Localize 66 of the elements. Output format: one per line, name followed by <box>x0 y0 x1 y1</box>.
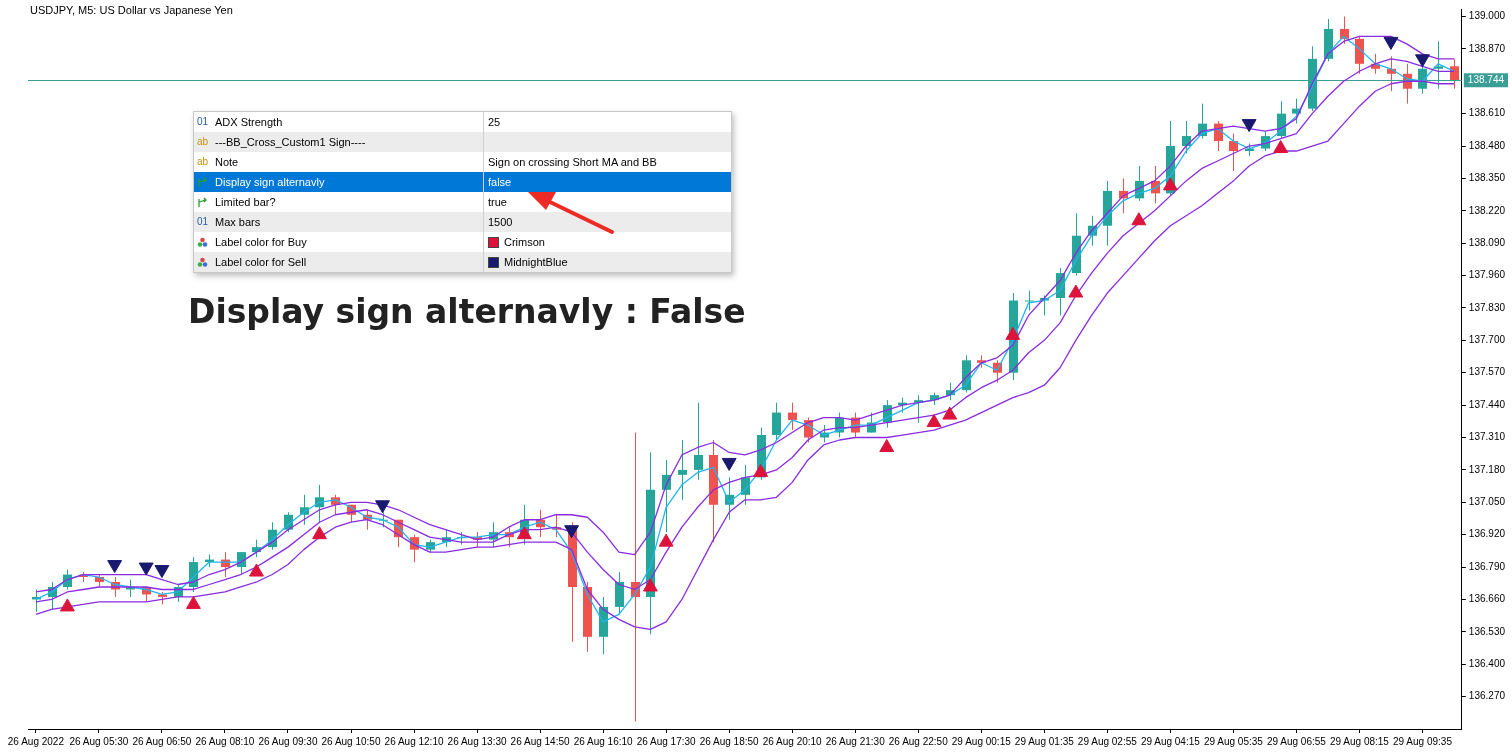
x-tick-label: 26 Aug 17:30 <box>636 735 697 747</box>
x-tick-label: 29 Aug 05:35 <box>1203 735 1264 747</box>
y-tick-label: 138.870 <box>1468 42 1506 54</box>
y-tick-label: 136.790 <box>1468 560 1506 572</box>
y-tick-label: 137.570 <box>1468 366 1506 378</box>
annotation: Limited bar? <box>215 192 484 212</box>
x-tick-label: 29 Aug 08:15 <box>1329 735 1390 747</box>
annotation: 01 <box>196 115 210 129</box>
annotation: true <box>488 195 507 210</box>
ref-line-label: 138.744 <box>1467 74 1505 85</box>
x-tick-label: 29 Aug 04:15 <box>1140 735 1201 747</box>
y-tick-label: 136.530 <box>1468 625 1506 637</box>
x-tick-label: 26 Aug 08:10 <box>195 735 255 747</box>
annotation: Label color for Buy <box>215 232 484 252</box>
annotation: ab <box>196 135 210 149</box>
annotation: 25 <box>488 115 501 130</box>
chart-title: USDJPY, M5: US Dollar vs Japanese Yen <box>30 4 233 16</box>
x-tick-label: 26 Aug 22:50 <box>888 735 949 747</box>
x-tick-label: 26 Aug 20:10 <box>762 735 823 747</box>
annotation: false <box>488 175 512 190</box>
annotation: Max bars <box>215 212 484 232</box>
annotation: Label color for Sell <box>215 252 484 272</box>
y-tick-label: 137.310 <box>1468 431 1506 443</box>
x-tick-label: 26 Aug 13:30 <box>447 735 507 747</box>
x-tick-label: 26 Aug 14:50 <box>510 735 570 747</box>
x-tick-label: 29 Aug 00:15 <box>951 735 1012 747</box>
x-tick-label: 29 Aug 06:55 <box>1266 735 1327 747</box>
y-tick-label: 137.440 <box>1468 398 1506 410</box>
y-tick-label: 136.270 <box>1468 690 1506 702</box>
annotation: ADX Strength <box>215 112 484 132</box>
y-tick-label: 137.960 <box>1468 269 1506 281</box>
annotation: Sign on crossing Short MA and BB <box>488 155 657 170</box>
y-tick-label: 138.610 <box>1468 107 1506 119</box>
x-tick-label: 26 Aug 21:30 <box>825 735 886 747</box>
y-tick-label: 137.050 <box>1468 496 1506 508</box>
y-tick-label: 137.830 <box>1468 301 1506 313</box>
x-tick-label: 26 Aug 18:50 <box>699 735 760 747</box>
y-tick-label: 137.180 <box>1468 463 1506 475</box>
x-tick-label: 26 Aug 09:30 <box>258 735 318 747</box>
y-tick-label: 136.920 <box>1468 528 1506 540</box>
x-tick-label: 29 Aug 02:55 <box>1077 735 1138 747</box>
y-tick-label: 137.700 <box>1468 334 1506 346</box>
annotation: Display sign alternavly : False <box>188 292 746 331</box>
x-tick-label: 26 Aug 12:10 <box>384 735 444 747</box>
annotation: Note <box>215 152 484 172</box>
annotation: ab <box>196 155 210 169</box>
annotation: MidnightBlue <box>504 255 568 270</box>
annotation: 1500 <box>488 215 513 230</box>
x-tick-label: 26 Aug 16:10 <box>573 735 634 747</box>
y-tick-label: 138.350 <box>1468 172 1506 184</box>
y-tick-label: 136.660 <box>1468 593 1506 605</box>
annotation: 01 <box>196 215 210 229</box>
x-tick-label: 26 Aug 2022 <box>7 735 65 747</box>
annotation: Display sign alternavly <box>215 172 484 192</box>
y-tick-label: 139.000 <box>1468 10 1506 22</box>
x-tick-label: 26 Aug 06:50 <box>132 735 192 747</box>
x-tick-label: 29 Aug 09:35 <box>1392 735 1453 747</box>
annotation: ---BB_Cross_Custom1 Sign---- <box>215 132 484 152</box>
x-tick-label: 26 Aug 05:30 <box>69 735 129 747</box>
y-tick-label: 138.220 <box>1468 204 1506 216</box>
annotation: Crimson <box>504 235 545 250</box>
y-tick-label: 136.400 <box>1468 657 1506 669</box>
x-tick-label: 26 Aug 10:50 <box>321 735 381 747</box>
x-tick-label: 29 Aug 01:35 <box>1014 735 1075 747</box>
y-tick-label: 138.090 <box>1468 236 1506 248</box>
y-tick-label: 138.480 <box>1468 139 1506 151</box>
